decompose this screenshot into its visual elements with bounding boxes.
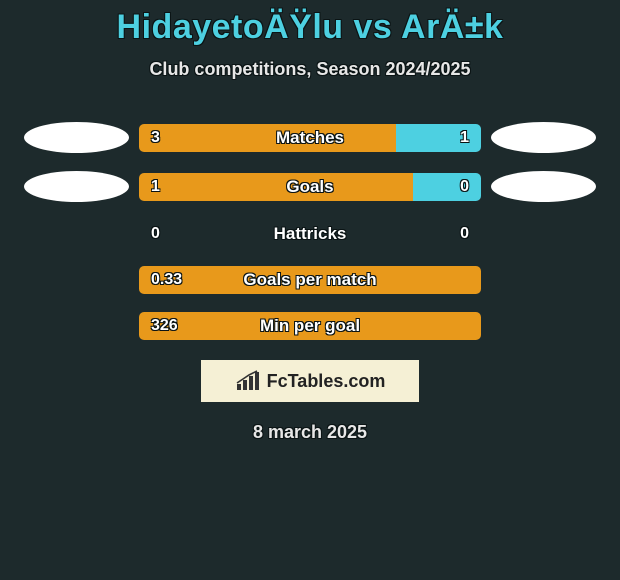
stat-row: 326Min per goal	[10, 312, 610, 340]
stat-row: 0.33Goals per match	[10, 266, 610, 294]
brand-text: FcTables.com	[267, 371, 386, 392]
chart-bars-icon	[235, 370, 261, 392]
bar-segment-left	[139, 266, 481, 294]
stat-value-left: 0.33	[151, 271, 182, 289]
brand-box: FcTables.com	[201, 360, 419, 402]
stat-row: 0 0Hattricks	[10, 220, 610, 248]
stats-container: 31Matches10Goals00Hattricks0.33Goals per…	[0, 122, 620, 340]
player-oval-left	[24, 122, 129, 153]
stat-bar: 31Matches	[139, 124, 481, 152]
stat-value-right: 0	[460, 225, 469, 243]
stat-bar: 10Goals	[139, 173, 481, 201]
player-oval-right	[491, 171, 596, 202]
player-oval-left	[24, 171, 129, 202]
stat-row: 31Matches	[10, 122, 610, 153]
stat-bar: 326Min per goal	[139, 312, 481, 340]
player-oval-right	[491, 122, 596, 153]
stat-bar: 0.33Goals per match	[139, 266, 481, 294]
stat-row: 10Goals	[10, 171, 610, 202]
bar-segment-left	[139, 173, 413, 201]
stat-value-right: 1	[460, 129, 469, 147]
stat-value-left: 3	[151, 129, 160, 147]
stat-value-right: 0	[460, 178, 469, 196]
stat-label: Hattricks	[139, 224, 481, 244]
stat-bar: 0 0Hattricks	[139, 220, 481, 248]
page-title: HidayetoÄŸlu vs ArÄ±k	[0, 0, 620, 47]
subtitle: Club competitions, Season 2024/2025	[0, 59, 620, 80]
date-text: 8 march 2025	[0, 422, 620, 443]
stat-value-left: 0	[151, 225, 160, 243]
bar-segment-left	[139, 124, 396, 152]
stat-value-left: 1	[151, 178, 160, 196]
bar-segment-right	[413, 173, 481, 201]
stat-value-left: 326	[151, 317, 178, 335]
bar-segment-left	[139, 312, 481, 340]
